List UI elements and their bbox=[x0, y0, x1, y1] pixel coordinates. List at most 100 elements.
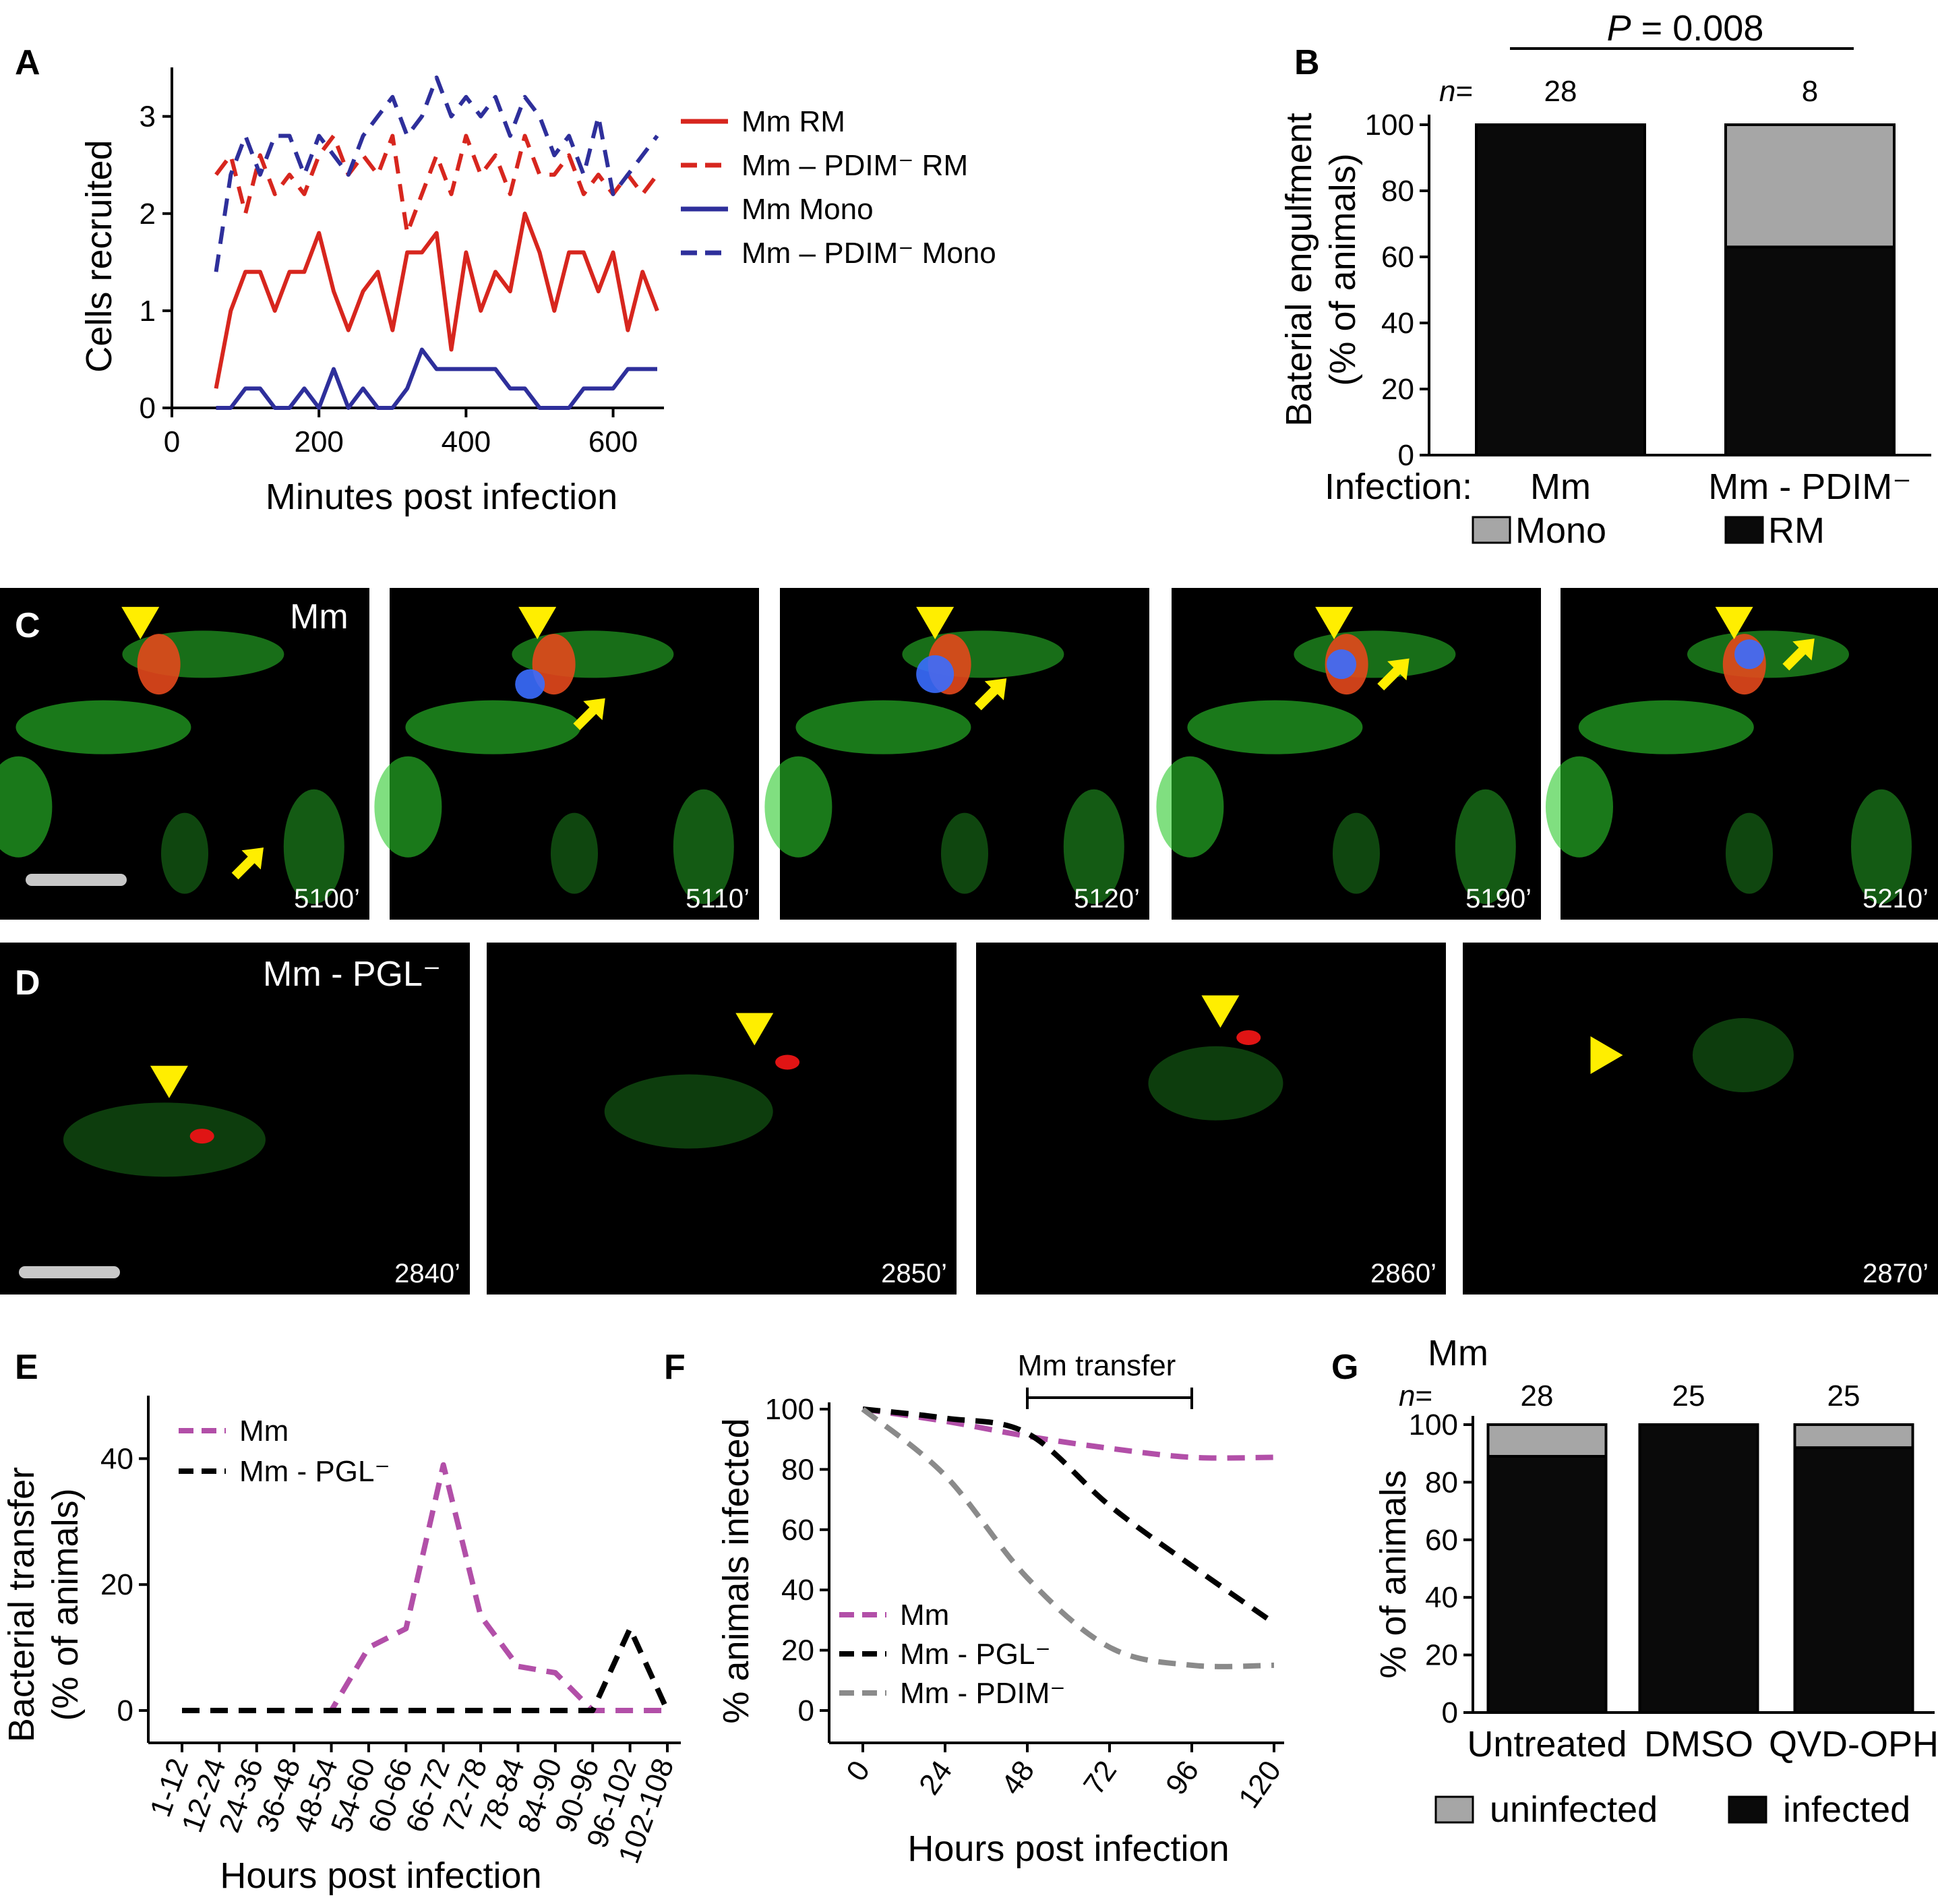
micrograph-frame: 2840’ bbox=[0, 943, 470, 1295]
cell-red bbox=[1236, 1030, 1261, 1045]
chart-f-ytick-label: 80 bbox=[781, 1453, 814, 1486]
chart-b-bar bbox=[1724, 123, 1896, 249]
chart-e-xlabel: Hours post infection bbox=[220, 1855, 541, 1896]
chart-b-category-label: Mm - PDIM⁻ bbox=[1708, 467, 1911, 507]
micrograph-background bbox=[0, 943, 470, 1295]
chart-f-ytick-label: 40 bbox=[781, 1574, 814, 1607]
micrograph-label: Mm - PGL⁻ bbox=[263, 955, 441, 994]
arrow-shaft bbox=[974, 685, 1000, 711]
micrograph-frame: 2860’ bbox=[976, 943, 1446, 1295]
panel-letter-g: G bbox=[1331, 1348, 1358, 1387]
chart-f-legend-label: Mm - PGL⁻ bbox=[900, 1638, 1051, 1671]
arrow-shaft bbox=[231, 854, 257, 880]
chart-a-legend-label: Mm – PDIM⁻ Mono bbox=[741, 237, 996, 270]
chart-f-xtick-label: 120 bbox=[1232, 1755, 1288, 1814]
chart-f-annotation: Mm transfer bbox=[1018, 1349, 1176, 1382]
arrow-head bbox=[241, 847, 264, 870]
chart-b-n-label: n= bbox=[1439, 75, 1473, 108]
arrow-shaft bbox=[573, 705, 599, 731]
chart-g-bar bbox=[1486, 1454, 1608, 1714]
chart-g-ytick-label: 60 bbox=[1425, 1524, 1458, 1557]
chart-g-ytick-label: 0 bbox=[1442, 1696, 1458, 1729]
chart-f-legend-label: Mm bbox=[900, 1599, 949, 1632]
cell-green bbox=[283, 789, 344, 904]
chart-a-ytick-label: 0 bbox=[140, 392, 156, 425]
cell-red bbox=[775, 1054, 800, 1070]
chart-f-xtick-label: 96 bbox=[1159, 1755, 1205, 1801]
micrograph-timestamp: 5100’ bbox=[294, 884, 360, 914]
chart-e-ylabel-line2: (% of animals) bbox=[45, 1488, 86, 1721]
chart-g-legend-label: uninfected bbox=[1490, 1789, 1658, 1830]
panel-letter-c: C bbox=[15, 606, 40, 645]
cell-green bbox=[764, 756, 832, 858]
chart-f-ytick-label: 100 bbox=[765, 1393, 814, 1426]
arrow-shaft bbox=[1782, 645, 1808, 671]
chart-e-ytick-label: 40 bbox=[100, 1442, 133, 1475]
chart-b-ytick-label: 60 bbox=[1381, 241, 1414, 274]
chart-g-bar bbox=[1793, 1446, 1914, 1714]
chart-f-ytick-label: 60 bbox=[781, 1514, 814, 1547]
chart-a-ytick-label: 3 bbox=[140, 100, 156, 133]
arrow-head bbox=[984, 678, 1007, 701]
chart-g-legend-swatch bbox=[1728, 1795, 1767, 1824]
chart-b-n-value: 8 bbox=[1802, 75, 1818, 108]
arrowhead-icon bbox=[1315, 607, 1354, 640]
arrowhead-icon bbox=[735, 1013, 774, 1046]
cell-green bbox=[795, 700, 971, 754]
cell-blue bbox=[1734, 639, 1764, 670]
chart-f-xtick-label: 48 bbox=[995, 1755, 1041, 1801]
micrograph-background bbox=[1463, 943, 1938, 1295]
chart-b-ytick-label: 40 bbox=[1381, 307, 1414, 340]
cell-green bbox=[1294, 630, 1456, 678]
micrograph-timestamp: 2870’ bbox=[1863, 1259, 1929, 1288]
scale-bar bbox=[19, 1266, 120, 1278]
micrograph-frame: 5120’ bbox=[764, 588, 1149, 920]
arrowhead-icon bbox=[1201, 995, 1240, 1028]
cell-green bbox=[1578, 700, 1754, 754]
scale-bar bbox=[26, 874, 127, 886]
chart-f-xtick-label: 24 bbox=[913, 1755, 959, 1801]
cell-green bbox=[1726, 812, 1773, 894]
chart-a-series-line bbox=[216, 347, 657, 410]
chart-f-ytick-label: 20 bbox=[781, 1634, 814, 1667]
chart-b-ylabel-line1: Baterial engulfment bbox=[1279, 113, 1319, 426]
micrograph-frame: 5210’ bbox=[1546, 588, 1938, 920]
chart-a-series-line bbox=[214, 76, 659, 272]
chart-g-n-value: 28 bbox=[1521, 1379, 1554, 1412]
chart-a-ylabel: Cells recruited bbox=[79, 140, 119, 372]
cell-blue bbox=[916, 655, 955, 693]
chart-a-ytick-label: 1 bbox=[140, 295, 156, 328]
chart-b-legend-label: RM bbox=[1768, 510, 1825, 551]
cell-green bbox=[1156, 756, 1224, 858]
chart-g-bar bbox=[1793, 1423, 1914, 1450]
chart-a-legend-label: Mm Mono bbox=[741, 193, 874, 226]
arrowhead-icon bbox=[1715, 607, 1753, 640]
panel-letter-f: F bbox=[664, 1348, 686, 1387]
chart-e-ytick-label: 20 bbox=[100, 1568, 133, 1601]
chart-e: Bacterial transfer (% of animals) Hours … bbox=[1, 1396, 681, 1896]
micrograph-frame: 5190’ bbox=[1156, 588, 1541, 920]
panel-letter-b: B bbox=[1294, 43, 1320, 82]
chart-b-n-value: 28 bbox=[1544, 75, 1577, 108]
micrograph-row-d: 2840’ 2850’ 2860’ 2870’ Mm - PGL⁻ bbox=[0, 943, 1938, 1295]
arrow-head bbox=[1792, 638, 1815, 661]
micrograph-timestamp: 2840’ bbox=[394, 1259, 460, 1288]
micrograph-frame: 2850’ bbox=[487, 943, 957, 1295]
chart-a-xtick-label: 0 bbox=[164, 425, 180, 458]
arrow-icon bbox=[974, 678, 1007, 711]
chart-e-legend-label: Mm - PGL⁻ bbox=[239, 1455, 390, 1488]
chart-g-n-value: 25 bbox=[1672, 1379, 1705, 1412]
micrograph-timestamp: 5110’ bbox=[686, 884, 750, 914]
chart-g-ylabel: % of animals bbox=[1373, 1470, 1414, 1678]
cell-green bbox=[161, 812, 208, 894]
cell-red bbox=[189, 1129, 214, 1144]
chart-a-xlabel: Minutes post infection bbox=[266, 477, 617, 517]
cell-green bbox=[1333, 812, 1380, 894]
micrograph-timestamp: 5120’ bbox=[1074, 884, 1140, 914]
cell-green bbox=[941, 812, 988, 894]
chart-b-legend-swatch bbox=[1472, 516, 1511, 544]
micrograph-label: Mm bbox=[290, 597, 349, 636]
arrow-icon bbox=[231, 847, 264, 880]
arrowhead-icon bbox=[518, 607, 557, 640]
